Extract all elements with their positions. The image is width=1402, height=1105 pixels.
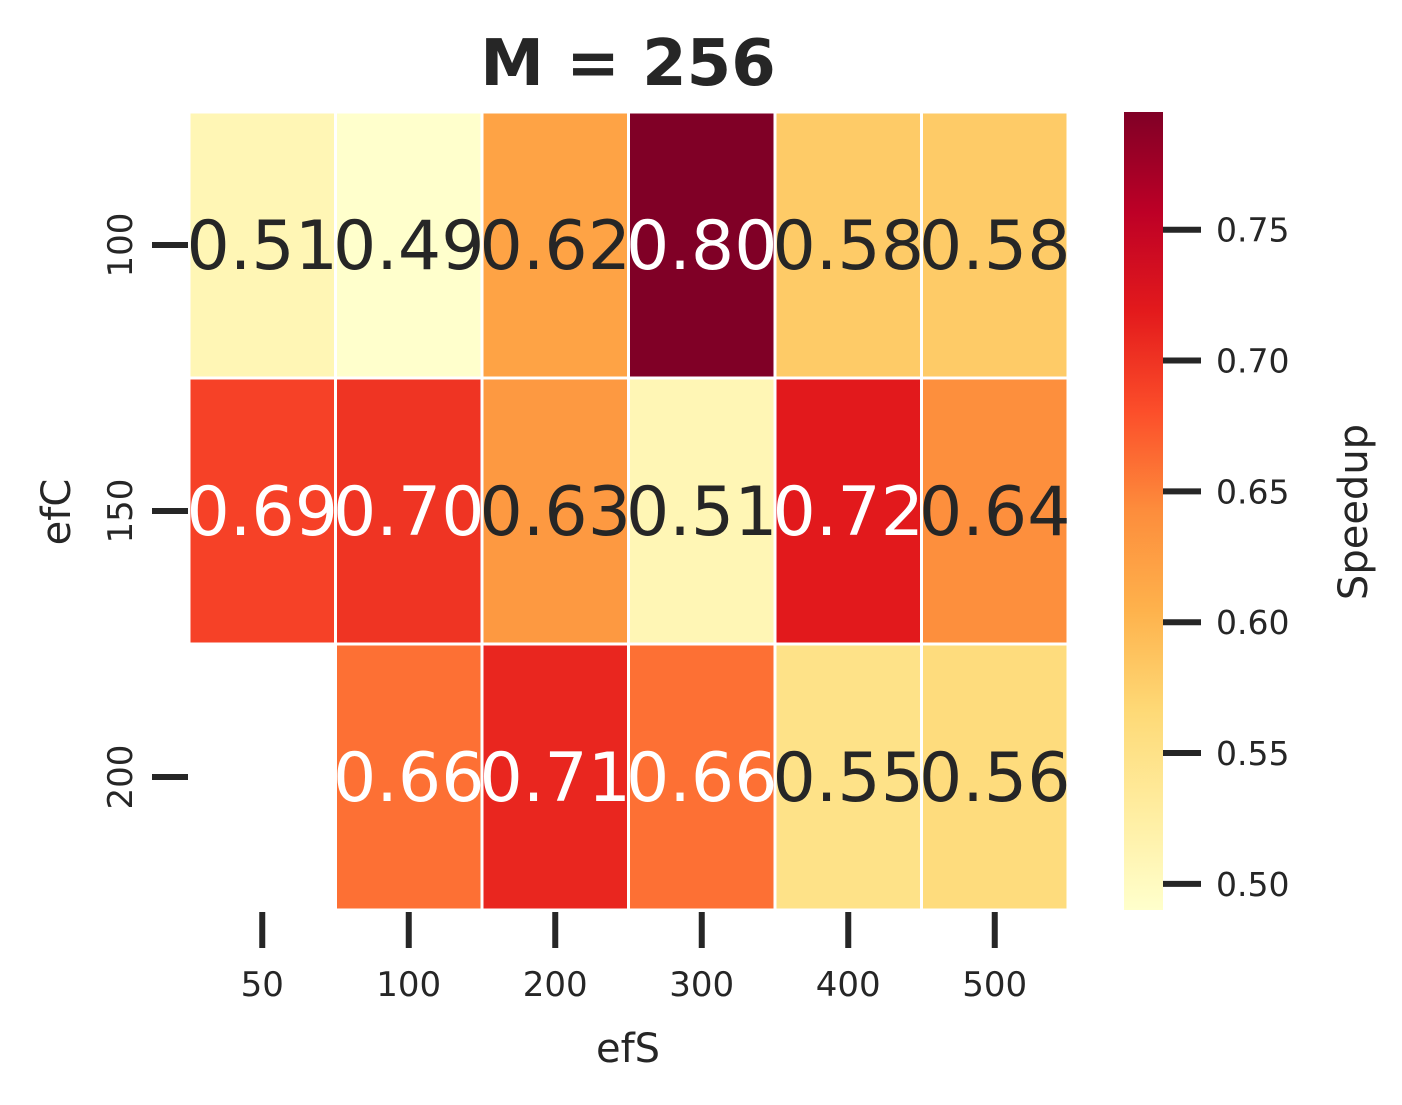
colorbar-tick-label: 0.50 (1216, 865, 1289, 904)
heatmap-cell (920, 642, 1070, 912)
heatmap-cell (334, 376, 484, 646)
colorbar-tick-label: 0.55 (1216, 734, 1289, 773)
y-axis: 100 150 200 (101, 213, 188, 810)
heatmap-cell (187, 376, 337, 646)
x-tick-label: 100 (376, 965, 441, 1005)
colorbar-tick-label: 0.70 (1216, 342, 1289, 381)
cell-value-label: 0.51 (187, 207, 338, 286)
colorbar-tick-label: 0.65 (1216, 472, 1289, 511)
heatmap-cell (480, 110, 630, 380)
cell-value-label: 0.63 (480, 473, 631, 552)
heatmap-cell (920, 376, 1070, 646)
colorbar-gradient (1124, 112, 1163, 910)
x-tick-label: 400 (816, 965, 881, 1005)
heatmap-cell (334, 642, 484, 912)
heatmap-cell (773, 642, 923, 912)
cell-value-label: 0.51 (626, 473, 777, 552)
y-tick-label: 150 (101, 479, 141, 544)
x-tick-label: 200 (523, 965, 588, 1005)
cell-value-label: 0.64 (919, 473, 1070, 552)
cell-value-label: 0.62 (480, 207, 631, 286)
cell-value-label: 0.49 (333, 207, 484, 286)
chart-title: M = 256 (480, 27, 775, 101)
colorbar-label: Speedup (1331, 424, 1377, 600)
cell-value-label: 0.69 (187, 473, 338, 552)
colorbar-tick-label: 0.75 (1216, 211, 1289, 250)
colorbar-ticks: 0.50 0.55 0.60 0.65 0.70 0.75 (1163, 211, 1289, 904)
cell-value-label: 0.66 (626, 739, 777, 818)
heatmap-cell (334, 110, 484, 380)
heatmap-cell-labels: 0.510.490.620.800.580.580.690.700.630.51… (187, 207, 1071, 818)
x-tick-label: 50 (241, 965, 284, 1005)
heatmap-cell (920, 110, 1070, 380)
heatmap-cells (187, 110, 1070, 912)
cell-value-label: 0.71 (480, 739, 631, 818)
x-tick-label: 300 (669, 965, 734, 1005)
cell-value-label: 0.58 (919, 207, 1070, 286)
heatmap-cell (480, 642, 630, 912)
heatmap-cell (187, 110, 337, 380)
cell-value-label: 0.55 (773, 739, 924, 818)
heatmap-cell (627, 110, 777, 380)
y-axis-label: efC (34, 479, 80, 546)
colorbar-tick-label: 0.60 (1216, 603, 1289, 642)
cell-value-label: 0.66 (333, 739, 484, 818)
x-tick-label: 500 (962, 965, 1027, 1005)
y-tick-label: 100 (101, 213, 141, 278)
cell-value-label: 0.70 (333, 473, 484, 552)
colorbar: 0.50 0.55 0.60 0.65 0.70 0.75 Speedup (1124, 112, 1377, 910)
cell-value-label: 0.56 (919, 739, 1070, 818)
x-axis: 50 100 200 300 400 500 (241, 912, 1027, 1005)
heatmap-cell (627, 376, 777, 646)
cell-value-label: 0.80 (626, 207, 777, 286)
y-tick-label: 200 (101, 745, 141, 810)
x-axis-label: efS (596, 1026, 660, 1072)
cell-value-label: 0.72 (773, 473, 924, 552)
cell-value-label: 0.58 (773, 207, 924, 286)
